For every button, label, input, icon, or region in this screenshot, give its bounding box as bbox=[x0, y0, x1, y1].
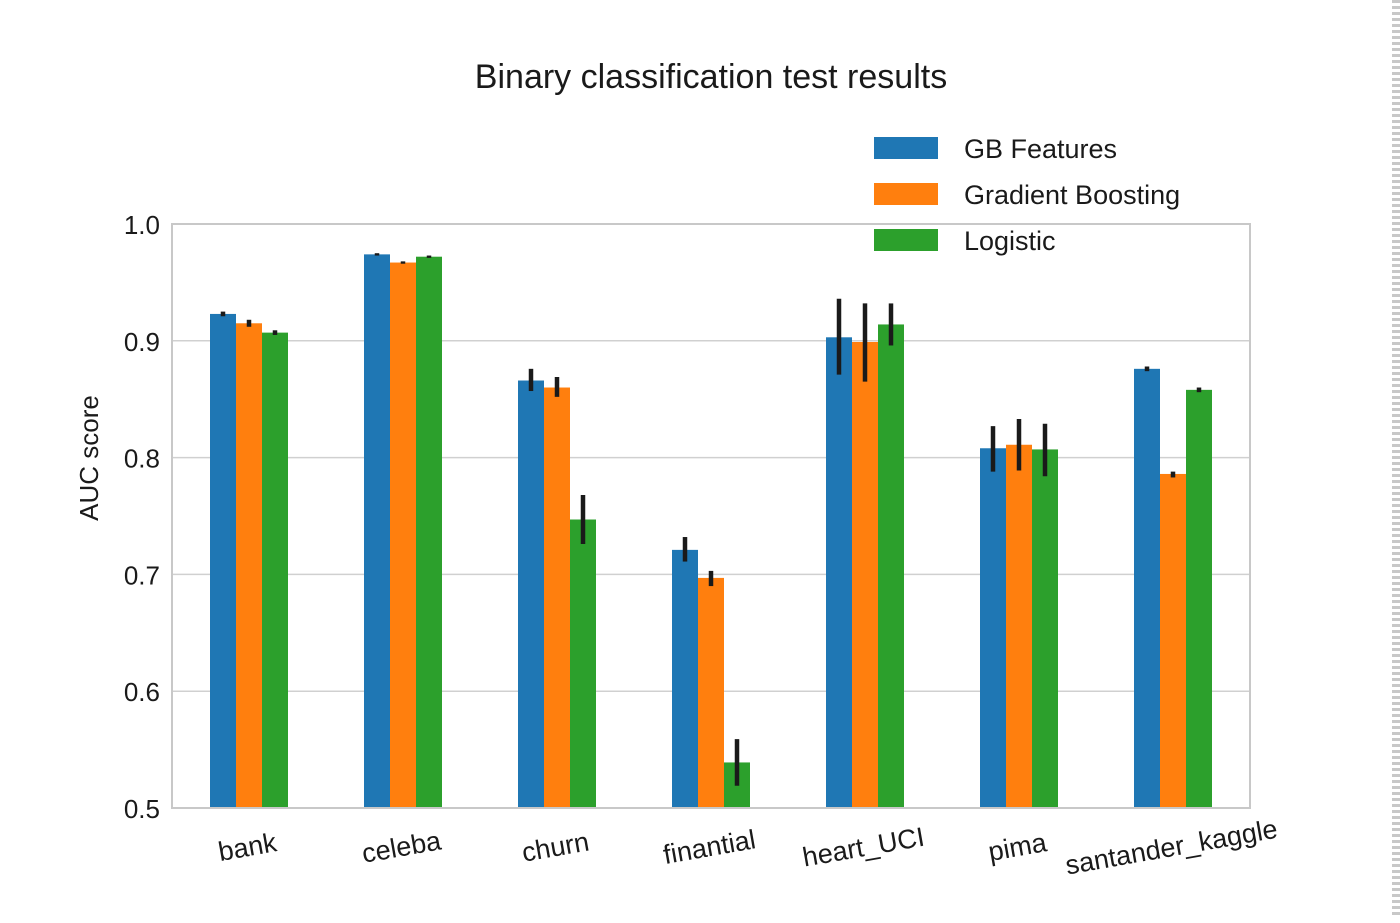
bar-santander_kaggle-gb-features bbox=[1134, 368, 1160, 808]
bar-santander_kaggle-logistic bbox=[1186, 389, 1212, 808]
x-tick-label: churn bbox=[520, 826, 592, 867]
x-tick-label: bank bbox=[216, 827, 279, 867]
legend-label: Gradient Boosting bbox=[964, 180, 1180, 210]
x-ticks: bank celeba churn finantial heart_UCI pima san… bbox=[216, 814, 1280, 881]
x-tick-label: celeba bbox=[360, 825, 445, 869]
y-ticks: 0.5 0.6 0.7 0.8 0.9 1.0 bbox=[124, 210, 160, 824]
bar-churn-gradient-boosting bbox=[544, 387, 570, 808]
bar-bank-gradient-boosting bbox=[236, 323, 262, 808]
y-tick-label: 0.7 bbox=[124, 560, 160, 590]
x-tick-label: finantial bbox=[661, 824, 758, 870]
bar-finantial-gradient-boosting bbox=[698, 577, 724, 808]
bar-pima-gradient-boosting bbox=[1006, 444, 1032, 808]
bar-heart_UCI-gradient-boosting bbox=[852, 341, 878, 808]
legend: GB Features Gradient Boosting Logistic bbox=[874, 134, 1180, 256]
window-edge bbox=[1392, 0, 1400, 918]
legend-swatch bbox=[874, 137, 938, 159]
y-tick-label: 0.8 bbox=[124, 444, 160, 474]
plot-frame bbox=[171, 223, 1251, 809]
y-axis-label: AUC score bbox=[74, 395, 104, 521]
y-tick-label: 0.6 bbox=[124, 677, 160, 707]
bar-bank-logistic bbox=[262, 332, 288, 808]
x-tick-label: pima bbox=[986, 827, 1050, 867]
chart-title: Binary classification test results bbox=[475, 58, 947, 96]
bar-pima-logistic bbox=[1032, 449, 1058, 808]
error-bars bbox=[220, 253, 1202, 786]
bar-bank-gb-features bbox=[210, 313, 236, 808]
x-tick-label: heart_UCI bbox=[800, 822, 926, 873]
legend-label: GB Features bbox=[964, 134, 1117, 164]
bar-finantial-gb-features bbox=[672, 549, 698, 808]
bars bbox=[210, 254, 1212, 809]
bar-pima-gb-features bbox=[980, 448, 1006, 808]
bar-heart_UCI-gb-features bbox=[826, 337, 852, 808]
bar-celeba-logistic bbox=[416, 256, 442, 809]
bar-celeba-gradient-boosting bbox=[390, 262, 416, 808]
legend-swatch bbox=[874, 183, 938, 205]
y-tick-label: 0.9 bbox=[124, 327, 160, 357]
y-tick-label: 0.5 bbox=[124, 794, 160, 824]
bar-churn-gb-features bbox=[518, 380, 544, 808]
x-tick-label: santander_kaggle bbox=[1063, 814, 1280, 881]
bar-celeba-gb-features bbox=[364, 254, 390, 809]
legend-label: Logistic bbox=[964, 226, 1056, 256]
bar-churn-logistic bbox=[570, 519, 596, 808]
y-tick-label: 1.0 bbox=[124, 210, 160, 240]
bar-santander_kaggle-gradient-boosting bbox=[1160, 473, 1186, 808]
bar-heart_UCI-logistic bbox=[878, 324, 904, 808]
legend-swatch bbox=[874, 229, 938, 251]
